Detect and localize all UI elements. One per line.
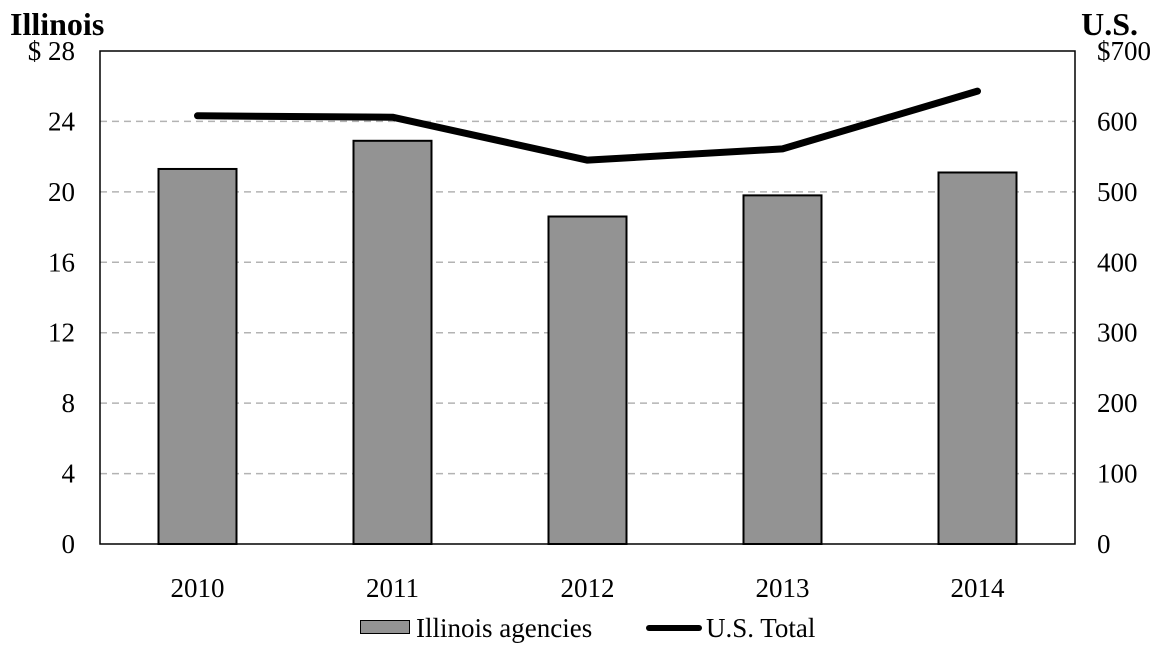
us-total-point-2013 [782,148,783,150]
left-tick-8: 8 [62,388,76,418]
us-total-point-2010 [197,115,198,117]
us-total-point-2011 [392,116,393,118]
right-tick-0: 0 [1097,529,1111,559]
plot-frame [99,50,1076,545]
x-tick-2013: 2013 [756,573,810,603]
plot-border [99,50,1076,545]
left-tick-28: $ 28 [28,36,75,66]
right-tick-700: $700 [1097,36,1150,66]
right-tick-400: 400 [1097,247,1138,277]
left-axis-title: Illinois [10,6,105,42]
right-tick-500: 500 [1097,177,1138,207]
gridlines [100,120,1075,475]
legend-item-us: U.S. Total [646,612,815,645]
legend: Illinois agencies U.S. Total [0,612,1150,645]
right-axis-ticks: 0 100 200 300 400 500 600 $700 [1097,36,1150,559]
bar-2010 [157,167,238,545]
x-tick-2014: 2014 [951,573,1006,603]
x-tick-2010: 2010 [171,573,225,603]
bar-2013 [742,194,823,545]
legend-item-illinois: Illinois agencies [360,612,592,645]
legend-label-us: U.S. Total [706,613,816,643]
right-tick-100: 100 [1097,459,1138,489]
right-tick-600: 600 [1097,106,1138,136]
bar-2011 [352,139,433,546]
x-axis-ticks: 2010 2011 2012 2013 2014 [171,573,1006,603]
bar-series-illinois [157,139,1018,546]
right-axis-title: U.S. [1081,6,1138,42]
left-tick-12: 12 [48,318,75,348]
us-total-point-2012 [587,159,588,161]
legend-swatch-line [646,625,702,631]
legend-label-illinois: Illinois agencies [416,613,593,643]
left-tick-4: 4 [62,459,76,489]
left-axis-ticks: 0 4 8 12 16 20 24 $ 28 [28,36,76,559]
right-tick-300: 300 [1097,318,1138,348]
left-tick-16: 16 [48,247,75,277]
left-tick-24: 24 [48,106,76,136]
left-tick-0: 0 [62,529,76,559]
bar-2014 [937,171,1018,545]
legend-swatch-bar [360,620,410,634]
us-total-line [194,87,981,164]
line-series-us [194,87,981,164]
x-tick-2012: 2012 [561,573,615,603]
right-tick-200: 200 [1097,388,1138,418]
x-tick-2011: 2011 [366,573,419,603]
bar-2012 [547,215,628,545]
us-total-point-2014 [977,90,978,92]
left-tick-20: 20 [48,177,75,207]
